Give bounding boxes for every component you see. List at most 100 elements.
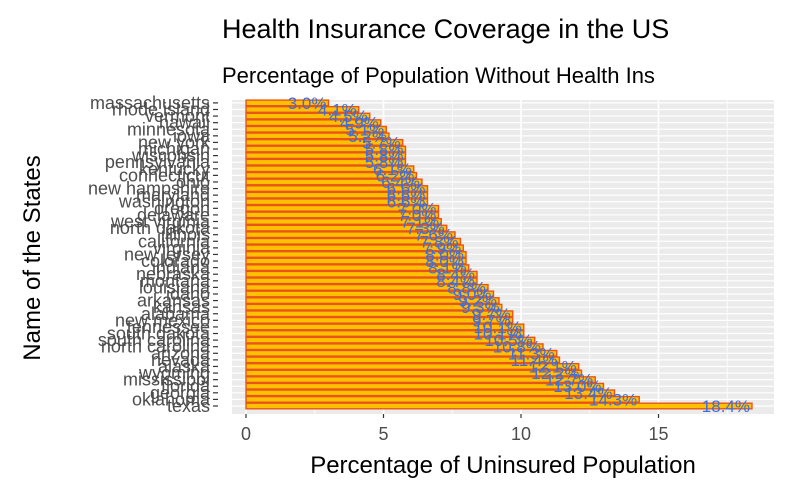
data-label: 6.1% — [373, 160, 412, 179]
bar — [245, 171, 418, 179]
bar — [245, 224, 448, 232]
y-tick-label: michigan — [138, 139, 210, 159]
bar — [245, 395, 640, 403]
y-tick-label: california — [138, 231, 211, 251]
bar — [245, 145, 407, 153]
bar — [245, 277, 478, 285]
bar — [245, 132, 390, 140]
y-tick-label: kentucky — [139, 159, 210, 179]
data-label: 8.1% — [428, 259, 467, 278]
data-labels: 3.0%4.1%4.5%4.9%5.1%5.2%5.7%5.8%5.8%5.8%… — [288, 94, 750, 416]
x-tick-label: 10 — [511, 424, 531, 444]
y-tick-label: new mexico — [115, 310, 210, 330]
y-tick-label: alaska — [158, 356, 211, 376]
data-label: 3.0% — [288, 94, 327, 113]
y-tick-label: colorado — [141, 251, 210, 271]
bar — [245, 257, 467, 265]
bar — [245, 178, 423, 186]
y-tick-label: maryland — [136, 185, 210, 205]
bar — [245, 105, 360, 113]
data-label: 13.0% — [553, 377, 601, 396]
y-tick-label: north carolina — [101, 337, 211, 357]
bar — [245, 250, 467, 258]
bar — [245, 237, 462, 245]
chart-subtitle: Percentage of Population Without Health … — [222, 63, 655, 88]
data-label: 7.9% — [423, 239, 462, 258]
y-tick-label: indiana — [152, 258, 211, 278]
y-tick-label: new jersey — [124, 244, 210, 264]
bar — [245, 244, 464, 252]
data-label: 7.1% — [401, 213, 440, 232]
bar — [245, 138, 404, 146]
data-label: 7.0% — [398, 206, 437, 225]
data-label: 8.0% — [425, 245, 464, 264]
bar — [245, 389, 616, 397]
bar — [245, 356, 561, 364]
y-tick-label: illinois — [161, 225, 210, 245]
data-label: 10.8% — [493, 338, 541, 357]
y-tick-label: massachusetts — [90, 93, 210, 113]
bar — [245, 125, 387, 133]
bar — [245, 297, 500, 305]
data-label: 9.3% — [461, 298, 500, 317]
bar — [245, 112, 371, 120]
bar — [245, 191, 429, 199]
y-tick-label: hawaii — [159, 113, 210, 133]
data-label: 18.4% — [702, 397, 750, 416]
data-label: 12.7% — [545, 371, 593, 390]
y-tick-label: washington — [118, 192, 210, 212]
y-tick-label: oregon — [154, 198, 210, 218]
y-tick-label: idaho — [166, 284, 210, 304]
bar — [245, 310, 514, 318]
bar — [245, 382, 605, 390]
bar — [245, 99, 330, 107]
y-tick-label: arkansas — [137, 291, 210, 311]
y-tick-label: virginia — [153, 238, 211, 258]
y-tick-label: nevada — [151, 350, 211, 370]
data-label: 14.3% — [589, 390, 637, 409]
bar — [245, 369, 583, 377]
bar — [245, 343, 544, 351]
bar — [245, 336, 536, 344]
data-label: 5.8% — [365, 140, 404, 159]
data-label: 11.3% — [508, 344, 555, 363]
y-axis-title: Name of the States — [19, 155, 46, 360]
data-label: 4.5% — [329, 107, 368, 126]
data-label: 10.1% — [474, 325, 522, 344]
bars — [245, 99, 753, 410]
bar — [245, 165, 415, 173]
y-tick-label: west virginia — [110, 212, 211, 232]
data-label: 8.8% — [447, 278, 486, 297]
y-tick-label: alabama — [141, 304, 211, 324]
x-axis-title: Percentage of Uninsured Population — [310, 452, 696, 479]
y-tick-label: new york — [138, 132, 211, 152]
y-tick-label: delaware — [137, 205, 210, 225]
bar — [245, 198, 429, 206]
bar — [245, 270, 478, 278]
y-tick-label: florida — [161, 376, 211, 396]
y-tick-label: iowa — [173, 126, 211, 146]
bar — [245, 402, 753, 410]
data-label: 6.6% — [387, 180, 426, 199]
data-label: 5.2% — [348, 127, 387, 146]
bar — [245, 362, 580, 370]
bar — [245, 376, 596, 384]
y-axis-ticks — [213, 102, 218, 407]
data-label: 5.8% — [365, 153, 404, 172]
bar — [245, 204, 440, 212]
y-tick-label: rhode island — [112, 99, 210, 119]
y-tick-label: georgia — [150, 383, 211, 403]
data-label: 9.7% — [472, 305, 511, 324]
data-label: 4.9% — [340, 114, 379, 133]
chart-title: Health Insurance Coverage in the US — [222, 14, 669, 44]
bar — [245, 231, 456, 239]
data-label: 13.4% — [564, 384, 612, 403]
bar — [245, 218, 442, 226]
data-label: 8.4% — [436, 272, 475, 291]
data-label: 9.2% — [458, 292, 497, 311]
y-tick-label: wisconsin — [131, 146, 210, 166]
data-label: 5.7% — [362, 133, 401, 152]
data-label: 4.1% — [318, 100, 357, 119]
